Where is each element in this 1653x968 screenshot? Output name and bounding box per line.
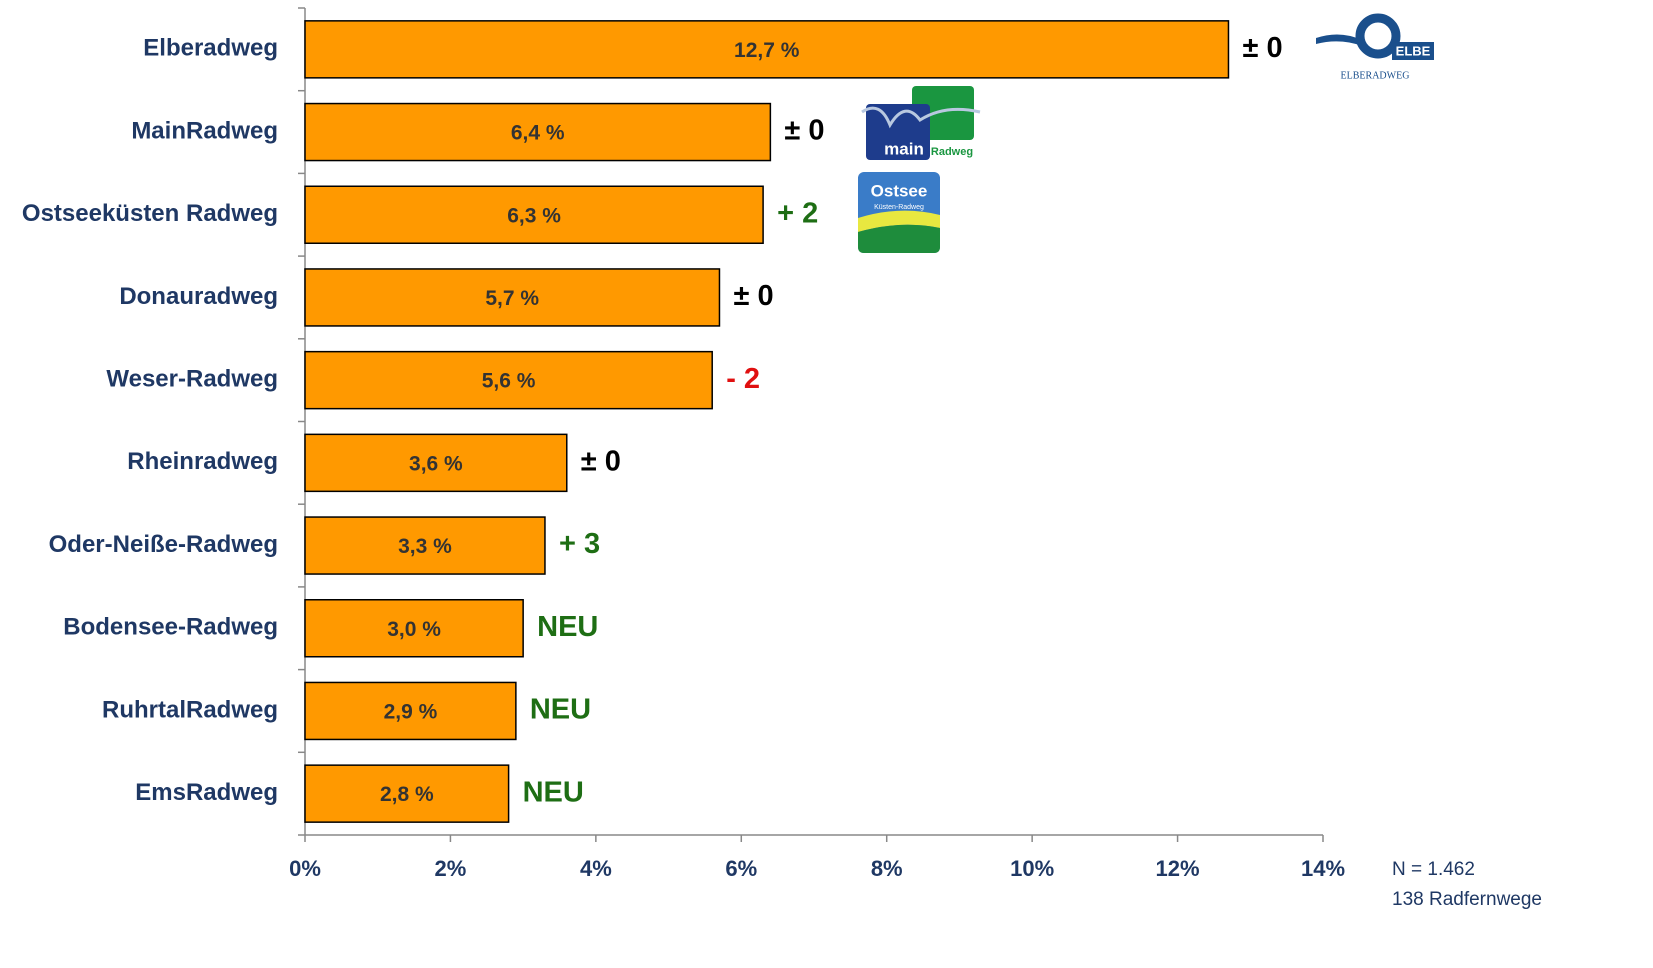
note: N = 1.462 bbox=[1392, 859, 1475, 880]
logo-shape bbox=[1392, 42, 1434, 60]
change-label: + 3 bbox=[559, 528, 600, 560]
change-label: - 2 bbox=[726, 363, 760, 395]
logo-caption: Küsten-Radweg bbox=[874, 204, 924, 211]
value-label: 6,3 % bbox=[507, 204, 561, 227]
logo-caption: Radweg bbox=[931, 146, 973, 158]
bar bbox=[304, 268, 721, 327]
y-tick-label: Rheinradweg bbox=[127, 448, 278, 475]
y-tick-label: Ostseeküsten Radweg bbox=[22, 200, 278, 227]
value-label: 2,8 % bbox=[380, 783, 434, 806]
y-tick-label: Weser-Radweg bbox=[106, 365, 278, 392]
change-label: ± 0 bbox=[733, 280, 773, 312]
value-label: 6,4 % bbox=[511, 122, 565, 145]
x-tick-label: 6% bbox=[725, 856, 757, 881]
change-label: NEU bbox=[530, 694, 591, 726]
logo-elbe: ELBE ELBERADWEG bbox=[1316, 13, 1434, 81]
change-label: ± 0 bbox=[1242, 32, 1282, 64]
bar bbox=[304, 516, 546, 575]
value-label: 5,7 % bbox=[485, 287, 539, 310]
y-tick-label: Bodensee-Radweg bbox=[63, 614, 278, 641]
logo-shape bbox=[858, 224, 940, 253]
y-tick-label: MainRadweg bbox=[131, 117, 278, 144]
logo-main: main Radweg bbox=[861, 86, 981, 160]
y-tick-label: Elberadweg bbox=[143, 35, 278, 62]
logo-shape bbox=[861, 106, 981, 129]
logo-text: main bbox=[884, 139, 924, 158]
bar bbox=[304, 185, 764, 244]
bar bbox=[304, 20, 1230, 79]
change-label: ± 0 bbox=[784, 115, 824, 147]
value-label: 2,9 % bbox=[384, 700, 438, 723]
bar bbox=[304, 681, 517, 741]
change-label: NEU bbox=[523, 776, 584, 808]
y-tick-label: RuhrtalRadweg bbox=[102, 696, 278, 723]
logo-text: Ostsee bbox=[871, 181, 928, 200]
bar bbox=[304, 433, 568, 493]
value-label: 3,0 % bbox=[387, 618, 441, 641]
bar bbox=[304, 102, 772, 162]
logo-shape bbox=[866, 104, 930, 160]
note: 138 Radfernwege bbox=[1392, 889, 1542, 910]
logo-shape bbox=[858, 210, 940, 232]
x-tick-label: 10% bbox=[1010, 856, 1054, 881]
bar bbox=[304, 350, 713, 410]
x-tick-label: 4% bbox=[580, 856, 612, 881]
bar bbox=[304, 599, 524, 658]
y-tick-label: Oder-Neiße-Radweg bbox=[49, 531, 278, 558]
change-label: NEU bbox=[537, 611, 598, 643]
y-tick-label: Donauradweg bbox=[119, 283, 278, 310]
x-tick-label: 0% bbox=[289, 856, 321, 881]
logo-ostsee: Ostsee Küsten-Radweg bbox=[858, 172, 940, 253]
logo-shape bbox=[1355, 13, 1401, 59]
change-label: ± 0 bbox=[581, 446, 621, 478]
x-tick-label: 8% bbox=[871, 856, 903, 881]
logo-shape bbox=[1316, 34, 1362, 46]
value-label: 12,7 % bbox=[734, 39, 800, 62]
logo-caption: ELBERADWEG bbox=[1341, 70, 1410, 81]
value-label: 5,6 % bbox=[482, 370, 536, 393]
x-tick-label: 12% bbox=[1156, 856, 1200, 881]
y-tick-label: EmsRadweg bbox=[135, 779, 278, 806]
x-tick-label: 14% bbox=[1301, 856, 1345, 881]
x-tick-label: 2% bbox=[435, 856, 467, 881]
value-label: 3,3 % bbox=[398, 535, 452, 558]
value-label: 3,6 % bbox=[409, 452, 463, 475]
logo-text: ELBE bbox=[1396, 43, 1431, 58]
bar bbox=[304, 764, 510, 823]
change-label: + 2 bbox=[777, 197, 818, 229]
